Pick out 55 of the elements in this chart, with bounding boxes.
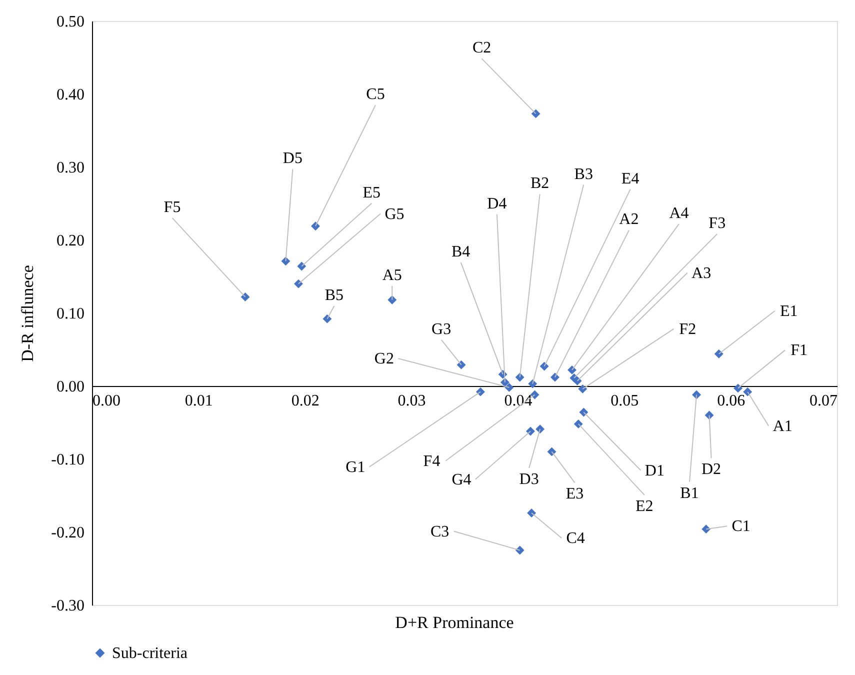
annotation: F3 [708,214,726,232]
annotation: C1 [732,518,750,536]
annotation: G2 [374,350,394,368]
annotation: E1 [780,302,798,320]
annotation: C2 [472,40,492,57]
annotation: A4 [669,204,689,222]
y-tick-label: -0.10 [51,452,84,468]
x-tick-label: 0.01 [184,392,213,410]
annotation: B1 [680,484,699,502]
y-tick-label: 0.40 [56,86,84,104]
x-tick-label: 0.04 [504,392,532,410]
annotation: F5 [164,198,181,216]
annotation: E3 [566,486,584,503]
annotation: G1 [346,458,366,476]
y-tick-label: 0.20 [56,232,84,250]
annotation: A1 [772,418,792,435]
annotation: D4 [487,195,507,212]
annotation: A2 [619,211,639,228]
x-tick-label: 0.00 [92,392,120,410]
y-axis-title: D-R influnece [18,265,38,362]
annotation: C5 [366,86,385,104]
annotation: G4 [452,471,472,488]
annotation: F2 [679,320,696,338]
annotation: B2 [530,175,550,192]
x-tick-label: 0.03 [398,392,426,410]
x-tick-label: 0.07 [810,392,838,410]
annotation: A5 [382,266,402,284]
y-tick-label: 0.00 [56,378,84,396]
annotation: A3 [692,264,712,282]
y-tick-label: 0.30 [56,160,84,176]
annotation: E4 [621,170,640,188]
y-tick-label: 0.50 [56,14,84,30]
annotation: G5 [384,206,404,223]
annotation: G3 [432,320,452,338]
y-tick-label: -0.30 [51,598,84,614]
x-tick-label: 0.05 [610,392,639,410]
y-tick-label: 0.10 [56,306,84,322]
annotation: D5 [282,150,302,168]
annotation: C3 [430,523,450,540]
annotation: D2 [702,461,722,478]
annotation: B5 [324,286,344,304]
annotation: F4 [423,452,440,470]
legend-label: Sub-criteria [112,645,188,662]
annotation: E5 [362,184,381,202]
annotation: D3 [519,471,539,488]
y-tick-label: -0.20 [51,524,84,542]
annotation: C4 [566,530,585,548]
x-axis-title: D+R Prominance [395,613,514,632]
annotation: F1 [790,342,808,360]
x-tick-label: 0.06 [717,392,746,410]
annotation: D1 [644,462,664,480]
annotation: B4 [451,243,470,260]
x-tick-label: 0.02 [291,392,320,410]
annotation: E2 [635,498,654,515]
annotation: B3 [574,166,593,183]
